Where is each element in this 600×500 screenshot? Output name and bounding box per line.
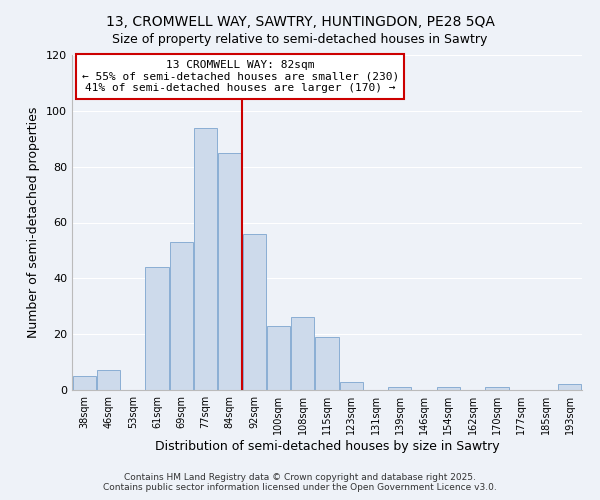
Bar bbox=[145, 267, 169, 390]
Text: Contains HM Land Registry data © Crown copyright and database right 2025.
Contai: Contains HM Land Registry data © Crown c… bbox=[103, 473, 497, 492]
Text: Size of property relative to semi-detached houses in Sawtry: Size of property relative to semi-detach… bbox=[112, 32, 488, 46]
Bar bbox=[97, 370, 120, 390]
Bar bbox=[194, 128, 217, 390]
Bar bbox=[242, 234, 266, 390]
Text: 13, CROMWELL WAY, SAWTRY, HUNTINGDON, PE28 5QA: 13, CROMWELL WAY, SAWTRY, HUNTINGDON, PE… bbox=[106, 15, 494, 29]
Bar bbox=[388, 387, 412, 390]
Bar bbox=[485, 387, 509, 390]
Bar bbox=[316, 337, 338, 390]
Bar bbox=[559, 384, 581, 390]
Bar bbox=[267, 326, 290, 390]
Bar bbox=[218, 152, 241, 390]
Bar bbox=[291, 318, 314, 390]
Bar bbox=[73, 376, 95, 390]
Y-axis label: Number of semi-detached properties: Number of semi-detached properties bbox=[28, 107, 40, 338]
Bar bbox=[437, 387, 460, 390]
X-axis label: Distribution of semi-detached houses by size in Sawtry: Distribution of semi-detached houses by … bbox=[155, 440, 499, 453]
Bar bbox=[340, 382, 363, 390]
Bar bbox=[170, 242, 193, 390]
Text: 13 CROMWELL WAY: 82sqm
← 55% of semi-detached houses are smaller (230)
41% of se: 13 CROMWELL WAY: 82sqm ← 55% of semi-det… bbox=[82, 60, 399, 93]
